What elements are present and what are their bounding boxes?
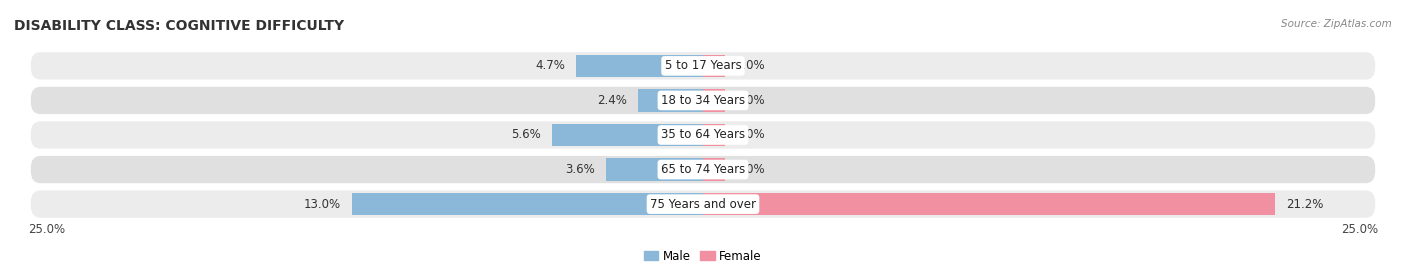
Text: 35 to 64 Years: 35 to 64 Years [661,129,745,141]
Bar [703,193,1275,215]
Bar [703,89,724,112]
Bar [576,55,703,77]
Text: 75 Years and over: 75 Years and over [650,198,756,211]
FancyBboxPatch shape [31,190,1375,218]
Bar [551,124,703,146]
Text: 21.2%: 21.2% [1286,198,1323,211]
Bar [703,158,724,181]
FancyBboxPatch shape [31,121,1375,149]
Text: 0.0%: 0.0% [735,163,765,176]
Text: 5.6%: 5.6% [512,129,541,141]
Text: 5 to 17 Years: 5 to 17 Years [665,59,741,72]
Legend: Male, Female: Male, Female [640,245,766,267]
Text: 65 to 74 Years: 65 to 74 Years [661,163,745,176]
Bar [703,55,724,77]
FancyBboxPatch shape [31,156,1375,183]
Text: 3.6%: 3.6% [565,163,595,176]
FancyBboxPatch shape [31,52,1375,80]
Bar [638,89,703,112]
Text: 25.0%: 25.0% [28,222,65,235]
Text: 13.0%: 13.0% [304,198,342,211]
Text: 4.7%: 4.7% [536,59,565,72]
Text: 18 to 34 Years: 18 to 34 Years [661,94,745,107]
Bar [703,124,724,146]
Text: 2.4%: 2.4% [598,94,627,107]
Bar [352,193,703,215]
Text: 0.0%: 0.0% [735,129,765,141]
Text: 25.0%: 25.0% [1341,222,1378,235]
Text: 0.0%: 0.0% [735,94,765,107]
Text: DISABILITY CLASS: COGNITIVE DIFFICULTY: DISABILITY CLASS: COGNITIVE DIFFICULTY [14,19,344,33]
Text: 0.0%: 0.0% [735,59,765,72]
Bar [606,158,703,181]
Text: Source: ZipAtlas.com: Source: ZipAtlas.com [1281,19,1392,29]
FancyBboxPatch shape [31,87,1375,114]
